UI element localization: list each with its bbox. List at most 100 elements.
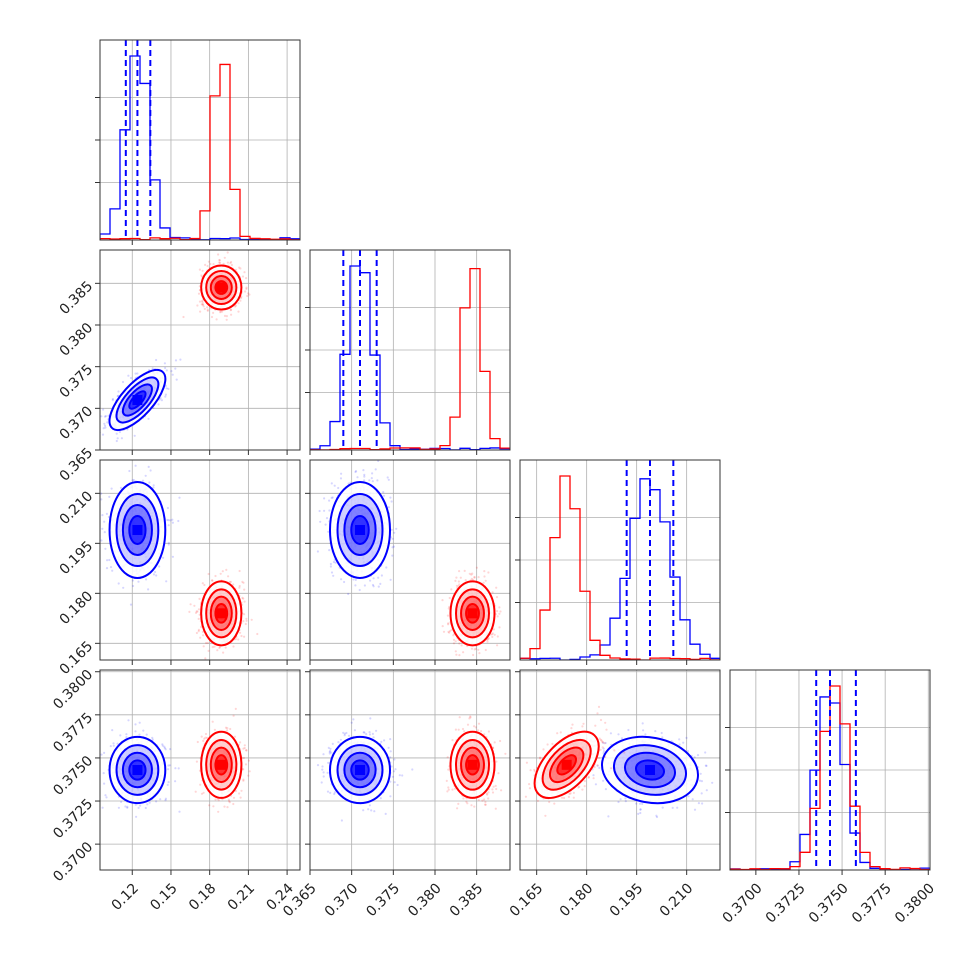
sample-point — [329, 562, 332, 566]
sample-point — [108, 495, 111, 498]
panel-grid — [725, 670, 930, 875]
sample-point — [155, 358, 158, 362]
sample-point — [124, 805, 127, 808]
sample-point — [229, 262, 232, 265]
histogram-panel — [310, 250, 510, 450]
sample-point — [495, 586, 498, 589]
sample-point — [100, 498, 103, 501]
sample-point — [196, 304, 199, 307]
sample-point — [234, 305, 237, 308]
sample-point — [110, 487, 113, 490]
sample-point — [101, 514, 104, 517]
sample-point — [245, 617, 248, 620]
sample-point — [491, 635, 494, 639]
sample-point — [119, 734, 122, 737]
sample-point — [215, 318, 218, 321]
sample-point — [452, 642, 456, 645]
sample-point — [243, 588, 246, 591]
sample-point — [148, 481, 151, 484]
sample-point — [483, 570, 486, 573]
sample-point — [128, 469, 131, 473]
sample-point — [487, 637, 490, 640]
sample-point — [144, 806, 147, 810]
sample-point — [217, 253, 220, 256]
sample-point — [491, 591, 494, 594]
sample-point — [237, 302, 240, 305]
sample-point — [218, 261, 222, 264]
sample-point — [330, 496, 333, 499]
sample-point — [219, 572, 222, 575]
sample-point — [212, 311, 215, 314]
sample-point — [391, 546, 394, 549]
histogram-series — [100, 63, 300, 240]
sample-point — [195, 631, 198, 635]
sample-point — [354, 470, 357, 474]
sample-point — [120, 800, 123, 804]
sample-point — [117, 390, 120, 393]
sample-point — [228, 580, 231, 584]
sample-point — [387, 478, 390, 481]
sample-point — [164, 797, 167, 800]
sample-point — [225, 568, 228, 572]
histogram-panel — [520, 460, 720, 660]
sample-point — [127, 374, 130, 377]
sample-point — [198, 597, 201, 601]
sample-point — [486, 640, 489, 643]
sample-point — [102, 772, 105, 775]
sample-point — [207, 260, 210, 263]
sample-point — [239, 267, 242, 270]
sample-point — [354, 584, 357, 587]
sample-point — [328, 549, 331, 552]
sample-point — [234, 638, 237, 641]
sample-point — [382, 491, 385, 494]
sample-point — [151, 367, 154, 370]
sample-point — [206, 309, 209, 312]
sample-point — [446, 614, 449, 617]
sample-point — [194, 611, 198, 615]
sample-point — [211, 579, 214, 582]
sample-point — [164, 799, 167, 802]
sample-point — [147, 417, 150, 420]
sample-point — [318, 509, 321, 513]
sample-point — [132, 478, 135, 482]
sample-point — [462, 651, 465, 654]
sample-point — [96, 552, 98, 554]
sample-point — [163, 747, 166, 750]
sample-point — [323, 497, 326, 500]
sample-point — [354, 578, 357, 582]
sample-point — [458, 654, 461, 657]
sample-point — [369, 579, 372, 582]
sample-point — [225, 315, 228, 318]
sample-point — [487, 638, 490, 641]
sample-point — [242, 597, 245, 600]
sample-point — [319, 520, 322, 523]
sample-point — [229, 308, 233, 311]
sample-point — [222, 262, 225, 265]
sample-point — [197, 617, 200, 621]
sample-point — [470, 647, 474, 650]
sample-point — [197, 292, 201, 295]
histogram-series — [310, 265, 510, 450]
sample-point — [149, 469, 152, 472]
sample-point — [238, 586, 241, 589]
sample-point — [477, 576, 480, 579]
sample-point — [484, 648, 487, 652]
sample-point — [363, 475, 366, 478]
density-peak — [467, 608, 478, 619]
sample-point — [347, 592, 350, 596]
sample-point — [202, 305, 205, 308]
sample-point — [241, 580, 244, 584]
sample-point — [491, 632, 494, 635]
sample-point — [447, 623, 450, 626]
sample-point — [242, 581, 245, 584]
sample-point — [243, 635, 246, 638]
sample-point — [152, 486, 155, 489]
sample-point — [328, 509, 331, 512]
sample-point — [168, 764, 171, 767]
sample-point — [241, 275, 245, 278]
sample-point — [147, 465, 150, 468]
sample-point — [323, 509, 326, 512]
sample-point — [134, 372, 137, 375]
sample-point — [201, 582, 204, 585]
scatter-panel — [316, 460, 502, 657]
